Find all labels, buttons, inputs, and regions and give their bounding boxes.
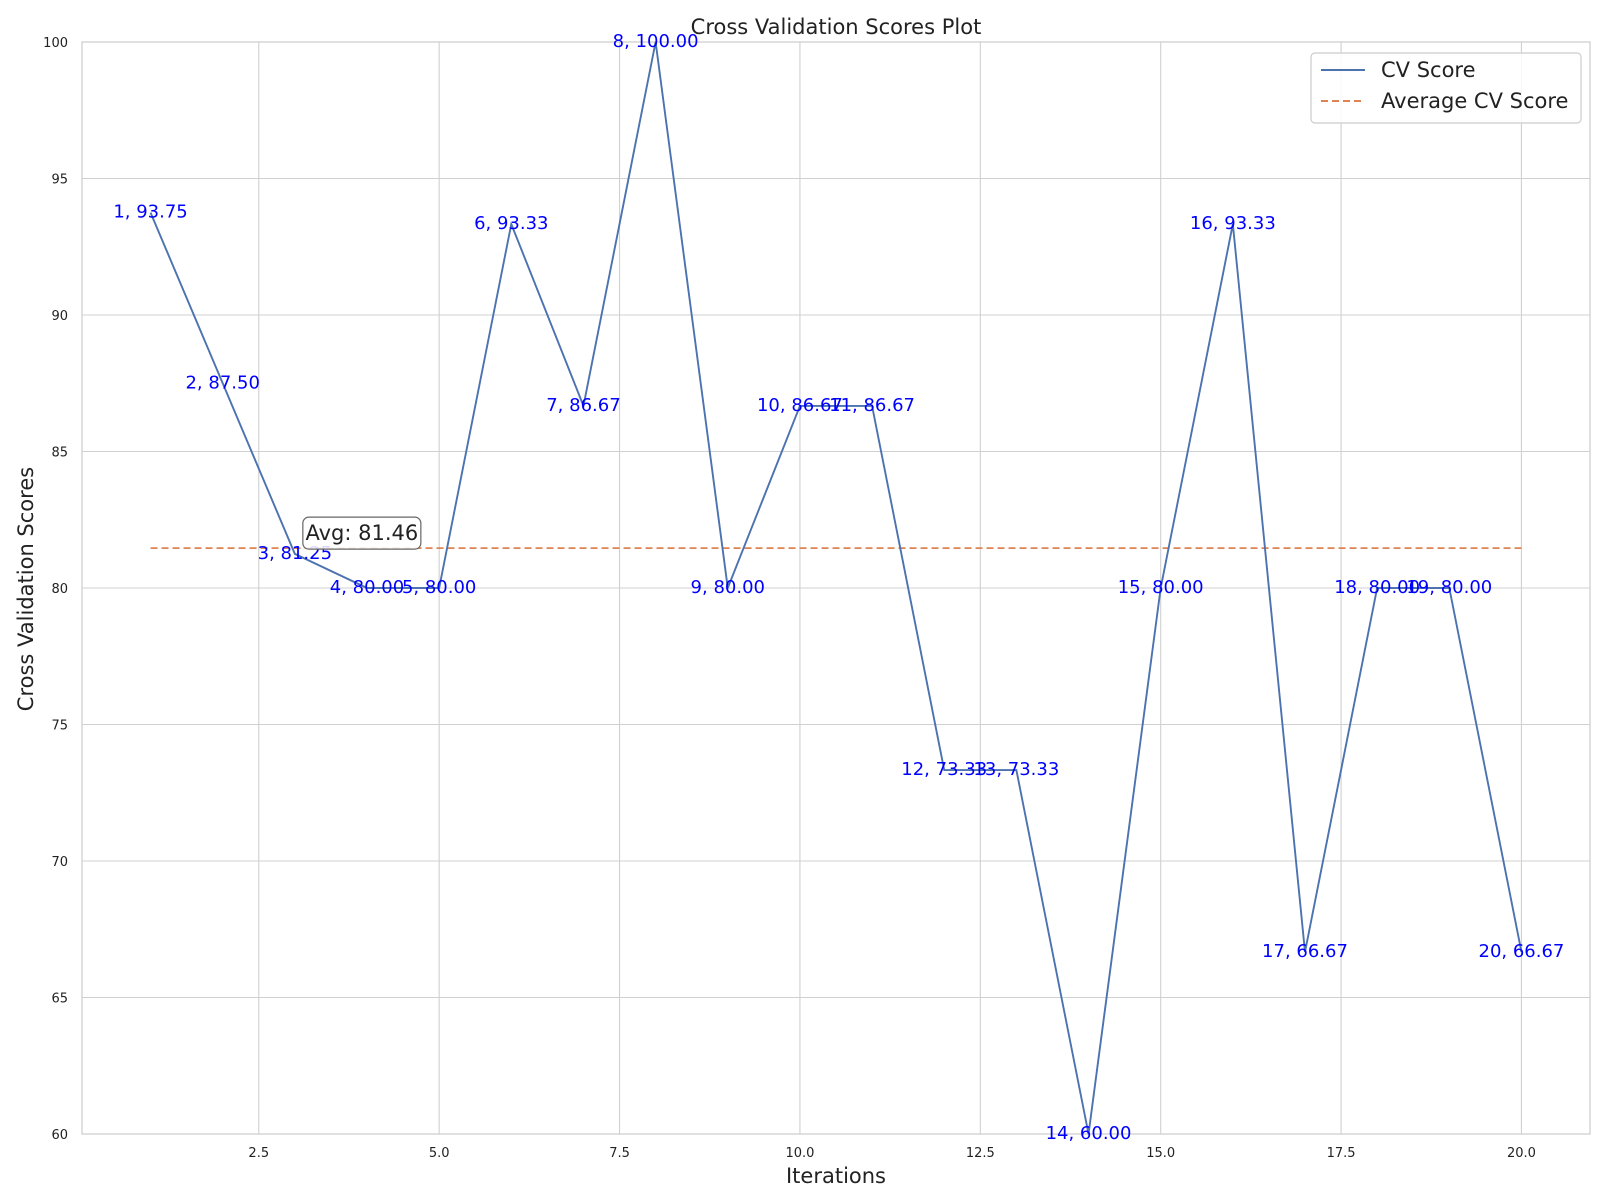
series-lines (149, 41, 1523, 1135)
x-tick-label: 20.0 (1507, 1146, 1536, 1161)
y-tick-label: 90 (51, 309, 68, 324)
x-tick-label: 5.0 (429, 1146, 450, 1161)
y-tick-label: 95 (51, 173, 68, 188)
point-label: 18, 80.00 (1334, 577, 1420, 598)
chart-title: Cross Validation Scores Plot (691, 15, 982, 39)
y-tick-label: 80 (51, 582, 68, 597)
y-tick-label: 100 (43, 36, 68, 51)
x-tick-label: 10.0 (785, 1146, 814, 1161)
x-tick-label: 2.5 (248, 1146, 269, 1161)
cv-score-line (149, 41, 1523, 1135)
x-tick-label: 17.5 (1327, 1146, 1356, 1161)
tick-labels: 2.5 5.0 7.5 10.0 12.5 15.0 17.5 20.0 60 65 70 75 80 8… (43, 36, 1536, 1161)
y-tick-label: 65 (51, 992, 68, 1007)
average-annotation-text: Avg: 81.46 (305, 521, 418, 545)
legend-label: CV Score (1381, 58, 1476, 82)
point-label: 11, 86.67 (829, 395, 915, 416)
plot-frame (81, 41, 1591, 1135)
point-label: 16, 93.33 (1190, 213, 1276, 234)
point-label: 14, 60.00 (1046, 1123, 1132, 1144)
point-label: 1, 93.75 (113, 202, 187, 223)
average-annotation: Avg: 81.46 (302, 516, 422, 550)
point-label: 8, 100.00 (613, 31, 699, 52)
x-tick-label: 7.5 (609, 1146, 630, 1161)
y-tick-label: 75 (51, 719, 68, 734)
point-label: 15, 80.00 (1118, 577, 1204, 598)
point-label: 10, 86.67 (757, 395, 843, 416)
point-label: 9, 80.00 (691, 577, 765, 598)
x-tick-label: 12.5 (966, 1146, 995, 1161)
y-axis-title: Cross Validation Scores (14, 467, 38, 711)
point-label: 4, 80.00 (330, 577, 404, 598)
legend-label: Average CV Score (1381, 89, 1568, 113)
point-label: 17, 66.67 (1262, 941, 1348, 962)
x-axis-title: Iterations (786, 1164, 886, 1188)
legend-box (1310, 52, 1582, 124)
x-tick-label: 15.0 (1146, 1146, 1175, 1161)
point-label: 20, 66.67 (1479, 941, 1565, 962)
y-tick-label: 85 (51, 446, 68, 461)
legend: CV Score Average CV Score (1310, 52, 1582, 124)
average-annotation-box (302, 516, 422, 550)
point-label: 5, 80.00 (402, 577, 476, 598)
point-label: 2, 87.50 (185, 372, 259, 393)
data-labels: 1, 93.752, 87.503, 81.254, 80.005, 80.00… (113, 31, 1564, 1144)
point-label: 6, 93.33 (474, 213, 548, 234)
point-label: 7, 86.67 (546, 395, 620, 416)
y-tick-label: 60 (51, 1128, 68, 1143)
point-label: 13, 73.33 (973, 759, 1059, 780)
point-label: 19, 80.00 (1406, 577, 1492, 598)
point-label: 12, 73.33 (901, 759, 987, 780)
y-tick-label: 70 (51, 855, 68, 870)
